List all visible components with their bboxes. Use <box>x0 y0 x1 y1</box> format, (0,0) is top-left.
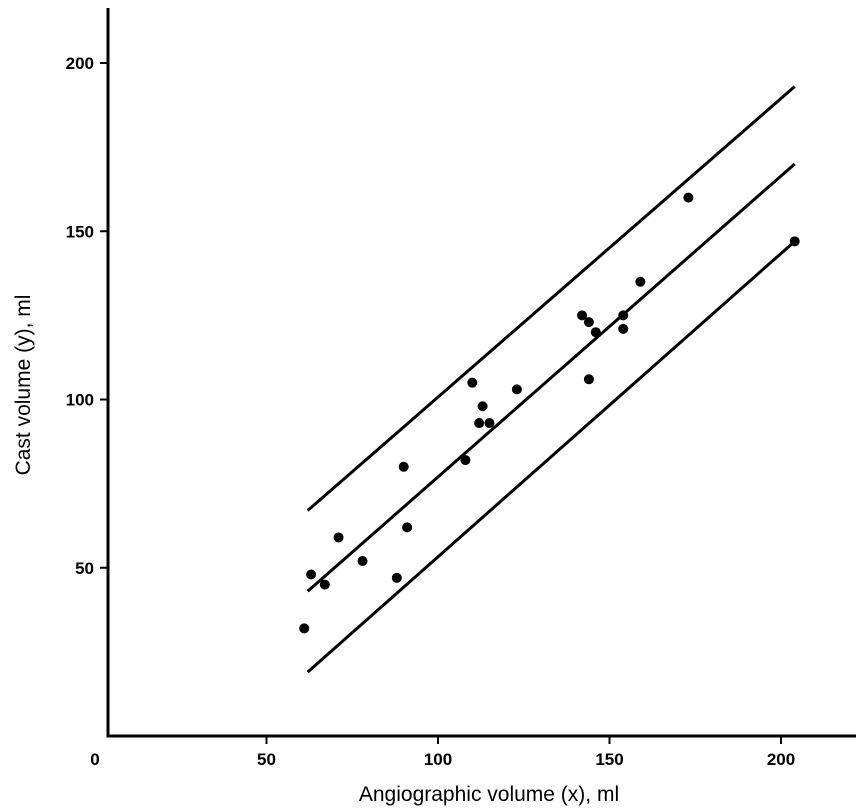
x-tick-label: 0 <box>90 750 99 769</box>
data-point <box>683 192 694 203</box>
regression-line <box>306 162 796 593</box>
y-tick-label: 50 <box>75 559 94 578</box>
data-points <box>299 192 800 634</box>
data-point <box>590 327 601 338</box>
data-point <box>577 310 588 321</box>
data-point <box>467 377 478 388</box>
x-axis-title: Angiographic volume (x), ml <box>359 783 619 806</box>
data-point <box>511 384 522 395</box>
x-tick-label: 200 <box>767 750 795 769</box>
y-axis-title: Cast volume (y), ml <box>12 295 35 476</box>
data-point <box>391 572 402 583</box>
data-point <box>618 323 629 334</box>
x-tick-label: 100 <box>424 750 452 769</box>
data-point <box>398 461 409 472</box>
data-point <box>618 310 629 321</box>
y-tick-label: 100 <box>66 391 94 410</box>
data-point <box>789 236 800 247</box>
data-point <box>460 455 471 466</box>
y-tick-label: 200 <box>66 54 94 73</box>
regression-lines <box>306 85 796 674</box>
data-point <box>402 522 413 533</box>
data-point <box>635 276 646 287</box>
upper-limit-line <box>306 85 796 512</box>
data-point <box>583 317 594 328</box>
tick-labels: 0 50 100 150 200 50 100 150 200 <box>66 54 796 769</box>
data-point <box>477 401 488 412</box>
y-tick-label: 150 <box>66 222 94 241</box>
data-point <box>306 569 317 580</box>
x-tick-label: 150 <box>595 750 623 769</box>
data-point <box>319 579 330 590</box>
data-point <box>357 556 368 567</box>
x-tick-label: 50 <box>257 750 276 769</box>
data-point <box>484 418 495 429</box>
lower-limit-line <box>306 240 796 674</box>
axes <box>100 8 856 744</box>
data-point <box>299 623 310 634</box>
data-point <box>333 532 344 543</box>
data-point <box>583 374 594 385</box>
data-point <box>474 418 485 429</box>
